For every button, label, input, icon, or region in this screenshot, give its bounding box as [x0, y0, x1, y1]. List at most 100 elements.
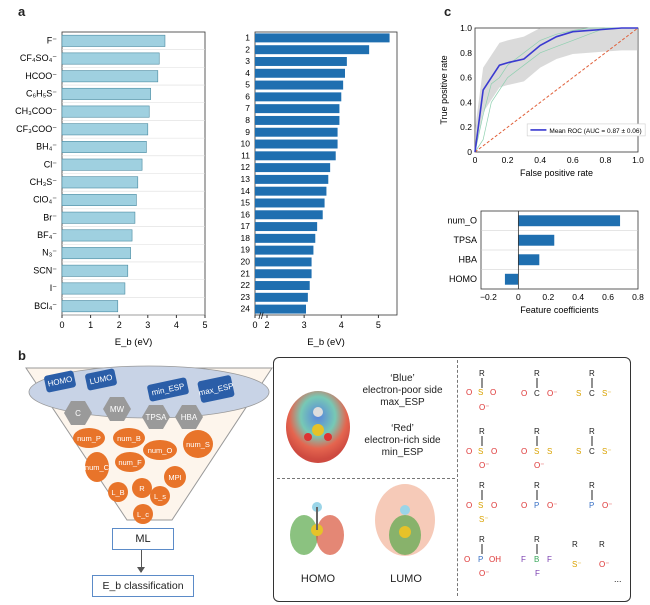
- x-axis-label: E_b (eV): [115, 337, 153, 348]
- eb-classification-box: E_b classification: [92, 575, 194, 597]
- bar: [255, 257, 312, 267]
- blue-line1: electron-poor side: [362, 385, 443, 396]
- bar: [255, 281, 310, 291]
- homo-label: HOMO: [300, 573, 336, 585]
- bar: [255, 127, 338, 137]
- bar: [504, 273, 519, 285]
- bar: [255, 233, 316, 243]
- feature-hba-hex: HBA: [175, 405, 203, 429]
- svg-text:S: S: [576, 447, 581, 456]
- category-label: 6: [245, 91, 250, 101]
- category-label: BH₄⁻: [36, 142, 57, 152]
- red-title: ‘Red’: [391, 423, 414, 434]
- svg-text:R: R: [479, 535, 485, 544]
- svg-text:R: R: [589, 481, 595, 490]
- svg-text:C: C: [534, 389, 540, 398]
- svg-text:B: B: [534, 555, 539, 564]
- lumo-orbital-image: [375, 484, 435, 556]
- category-label: 13: [241, 174, 251, 184]
- bar: [61, 158, 143, 171]
- feature-mpi: MPI: [164, 466, 186, 488]
- y-tick-label: 0.8: [460, 48, 472, 58]
- esp-surface-image: [286, 391, 350, 463]
- feature-num-c: num_C: [85, 452, 109, 482]
- x-tick-label: 3: [302, 320, 307, 330]
- bar: [518, 254, 540, 266]
- bar: [61, 229, 133, 242]
- category-label: Br⁻: [43, 212, 57, 222]
- svg-text:O: O: [521, 389, 527, 398]
- svg-text:O: O: [490, 388, 496, 397]
- y-tick-label: 0: [467, 147, 472, 157]
- category-label: num_O: [447, 216, 477, 226]
- svg-text:R: R: [479, 427, 485, 436]
- mean-roc-line: [474, 27, 638, 153]
- x-tick-label: 0.6: [567, 155, 579, 165]
- feature-num-p: num_P: [73, 428, 105, 448]
- arrow-head-icon: [137, 567, 145, 573]
- feature-tpsa-hex: TPSA: [142, 405, 170, 429]
- category-label: 10: [241, 139, 251, 149]
- feature-coefficient-chart: num_O TPSA HBA HOMO−0.2 0 0.2 0.4 0.6 0.8 Feature…: [447, 210, 644, 315]
- svg-text:O⁻: O⁻: [547, 389, 557, 398]
- category-label: 8: [245, 115, 250, 125]
- x-tick-label: 0.8: [632, 292, 644, 302]
- svg-text:R: R: [479, 369, 485, 378]
- roc-fold-line: [474, 27, 638, 153]
- plot-frame: [254, 31, 398, 316]
- bar: [61, 34, 166, 47]
- legend-label: Mean ROC (AUC = 0.87 ± 0.06): [549, 128, 641, 135]
- category-label: 2: [245, 44, 250, 54]
- y-tick-label: 0.2: [460, 122, 472, 132]
- x-tick-label: −0.2: [480, 292, 497, 302]
- svg-text:R: R: [572, 540, 578, 549]
- red-line1: electron-rich side: [364, 435, 441, 446]
- bar: [61, 282, 126, 295]
- chance-line: [474, 27, 639, 153]
- x-tick-label: 0.2: [542, 292, 554, 302]
- anion-eb-chart: F⁻ CF₄SO₄⁻ HCOO⁻ C₆H₅S⁻ CH₃COO⁻ CF₃COO⁻ BH₄⁻ Cl…: [15, 31, 208, 348]
- feature-num-o: num_O: [143, 440, 177, 460]
- svg-text:O: O: [521, 447, 527, 456]
- category-label: 9: [245, 127, 250, 137]
- bar: [255, 292, 308, 302]
- category-label: 17: [241, 221, 251, 231]
- ml-box: ML: [112, 528, 174, 550]
- svg-text:O⁻: O⁻: [599, 560, 609, 569]
- category-label: Cl⁻: [44, 159, 57, 169]
- category-label: BF₄⁻: [37, 230, 57, 240]
- svg-text:P: P: [534, 501, 539, 510]
- x-tick-label: 4: [339, 320, 344, 330]
- x-tick-label: 2: [117, 320, 122, 330]
- category-label: 7: [245, 103, 250, 113]
- svg-text:R: R: [534, 427, 540, 436]
- bar: [61, 52, 160, 65]
- bar: [255, 174, 329, 184]
- divider-vertical: [457, 360, 458, 596]
- x-tick-label: 0.4: [572, 292, 584, 302]
- svg-text:O: O: [491, 501, 497, 510]
- svg-text:O: O: [466, 388, 472, 397]
- feature-num-b: num_B: [113, 428, 145, 448]
- svg-text:R: R: [534, 369, 540, 378]
- svg-text:O: O: [466, 447, 472, 456]
- x-tick-label: 0.6: [602, 292, 614, 302]
- svg-text:OH: OH: [489, 555, 501, 564]
- x-tick-label: 0: [252, 320, 257, 330]
- category-label: 20: [241, 257, 251, 267]
- category-label: 14: [241, 186, 251, 196]
- y-axis-label: True positive rate: [439, 55, 449, 124]
- bar: [61, 123, 149, 136]
- category-label: ClO₄⁻: [33, 195, 57, 205]
- x-tick-label: 5: [202, 320, 207, 330]
- svg-text:C: C: [589, 389, 595, 398]
- svg-text:S⁻: S⁻: [602, 447, 612, 456]
- feature-ls: L_s: [150, 486, 170, 506]
- x-tick-label: 0.4: [534, 155, 546, 165]
- category-label: 19: [241, 245, 251, 255]
- feature-lc: L_c: [133, 504, 153, 524]
- svg-text:S⁻: S⁻: [479, 515, 489, 524]
- category-label: 5: [245, 80, 250, 90]
- bar: [61, 105, 150, 118]
- svg-text:F: F: [521, 555, 526, 564]
